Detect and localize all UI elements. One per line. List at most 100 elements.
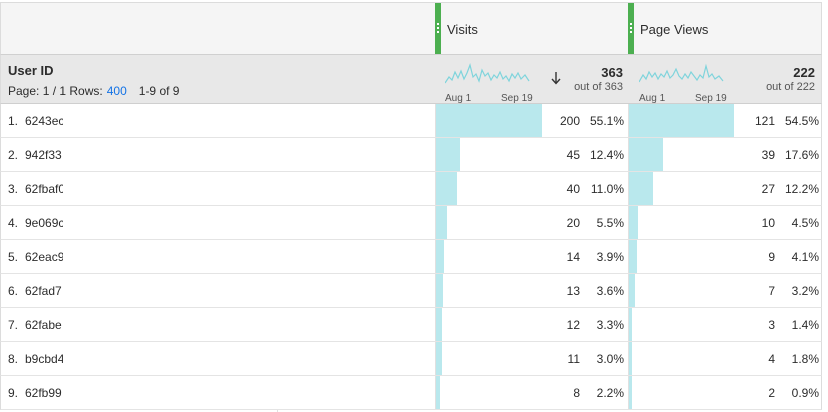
total-value: 222: [793, 65, 815, 80]
dimension-title[interactable]: User ID: [8, 63, 54, 78]
visits-cell[interactable]: 12 3.3%: [435, 308, 628, 341]
page-views-cell[interactable]: 10 4.5%: [628, 206, 823, 239]
visits-value: 200: [559, 114, 580, 128]
visits-bar: [436, 172, 457, 205]
redacted-area: [63, 376, 278, 409]
page-views-bar: [629, 376, 632, 409]
table-row[interactable]: 7. 62fabe 12 3.3% 3 1.4%: [0, 308, 822, 342]
table-row[interactable]: 5. 62eac9 14 3.9% 9 4.1%: [0, 240, 822, 274]
sort-descending-icon[interactable]: [550, 71, 562, 85]
table-row[interactable]: 8. b9cbd4 11 3.0% 4 1.8%: [0, 342, 822, 376]
page-views-percent: 17.6%: [784, 148, 819, 162]
visits-cell[interactable]: 45 12.4%: [435, 138, 628, 171]
user-id-value[interactable]: 62fabe: [25, 318, 62, 332]
page-views-bar: [629, 206, 638, 239]
table-row[interactable]: 3. 62fbaf0 40 11.0% 27 12.2%: [0, 172, 822, 206]
page-views-value: 2: [768, 386, 775, 400]
visits-bar: [436, 376, 440, 409]
visits-value: 40: [566, 182, 580, 196]
redacted-area: [63, 104, 278, 137]
page-views-cell[interactable]: 3 1.4%: [628, 308, 823, 341]
visits-bar: [436, 240, 444, 273]
user-id-value[interactable]: 9e069c: [25, 216, 63, 230]
page-views-bar: [629, 240, 637, 273]
row-index: 6.: [8, 284, 19, 298]
metric-header-visits[interactable]: Visits: [435, 3, 628, 55]
drag-handle-icon[interactable]: [435, 3, 441, 55]
total-out-of: out of 363: [574, 81, 623, 93]
visits-cell[interactable]: 200 55.1%: [435, 104, 628, 137]
user-id-value[interactable]: 62fbaf0: [25, 182, 63, 196]
metric-name: Visits: [447, 22, 478, 37]
row-index: 3.: [8, 182, 19, 196]
user-id-value[interactable]: 62fb99: [25, 386, 62, 400]
visits-value: 11: [567, 352, 580, 366]
row-index: 4.: [8, 216, 19, 230]
visits-percent: 12.4%: [589, 148, 624, 162]
drag-handle-icon[interactable]: [628, 3, 634, 55]
sparkline-start-label: Aug 1: [639, 93, 666, 104]
table-row[interactable]: 9. 62fb99 8 2.2% 2 0.9%: [0, 376, 822, 410]
page-views-cell[interactable]: 4 1.8%: [628, 342, 823, 375]
table-row[interactable]: 1. 6243ec 200 55.1% 121 54.5%: [0, 104, 822, 138]
row-index: 7.: [8, 318, 19, 332]
user-id-value[interactable]: 62eac9: [25, 250, 63, 264]
visits-cell[interactable]: 40 11.0%: [435, 172, 628, 205]
redacted-area: [63, 342, 278, 375]
sparkline-end-label: Sep 19: [501, 93, 533, 104]
page-views-cell[interactable]: 9 4.1%: [628, 240, 823, 273]
row-range: 1-9 of 9: [138, 84, 180, 98]
row-index: 2.: [8, 148, 19, 162]
page-views-percent: 3.2%: [791, 284, 819, 298]
page-views-value: 27: [761, 182, 775, 196]
page-views-value: 9: [768, 250, 775, 264]
page-views-percent: 1.8%: [791, 352, 819, 366]
page-views-cell[interactable]: 121 54.5%: [628, 104, 823, 137]
page-views-value: 4: [768, 352, 775, 366]
visits-cell[interactable]: 14 3.9%: [435, 240, 628, 273]
page-views-cell[interactable]: 39 17.6%: [628, 138, 823, 171]
page-views-value: 10: [761, 216, 775, 230]
page-views-percent: 12.2%: [784, 182, 819, 196]
table-row[interactable]: 4. 9e069c 20 5.5% 10 4.5%: [0, 206, 822, 240]
redacted-area: [63, 206, 278, 239]
visits-percent: 11.0%: [590, 182, 624, 196]
page-views-percent: 4.1%: [791, 250, 819, 264]
page-views-cell[interactable]: 27 12.2%: [628, 172, 823, 205]
user-id-value[interactable]: b9cbd4: [25, 352, 63, 366]
table-row[interactable]: 6. 62fad7 13 3.6% 7 3.2%: [0, 274, 822, 308]
rows-per-page-link[interactable]: 400: [106, 84, 127, 98]
visits-percent: 3.9%: [596, 250, 624, 264]
redacted-area: [63, 138, 278, 171]
user-id-value[interactable]: 6243ec: [25, 114, 63, 128]
row-index: 9.: [8, 386, 19, 400]
page-views-cell[interactable]: 2 0.9%: [628, 376, 823, 409]
visits-percent: 55.1%: [589, 114, 624, 128]
sparkline-end-label: Sep 19: [695, 93, 727, 104]
page-views-percent: 4.5%: [791, 216, 819, 230]
dimension-header-row: User ID Page: 1 / 1 Rows: 400 1-9 of 9 Aug…: [0, 54, 822, 104]
visits-cell[interactable]: 8 2.2%: [435, 376, 628, 409]
total-out-of: out of 222: [766, 81, 815, 93]
visits-value: 8: [573, 386, 580, 400]
visits-bar: [436, 138, 460, 171]
user-id-value[interactable]: 942f33: [25, 148, 62, 162]
page-views-percent: 0.9%: [791, 386, 819, 400]
row-index: 5.: [8, 250, 19, 264]
rows-label: Rows:: [69, 84, 103, 98]
page-views-cell[interactable]: 7 3.2%: [628, 274, 823, 307]
page-views-sparkline: Aug 1 Sep 19: [638, 63, 727, 104]
visits-cell[interactable]: 13 3.6%: [435, 274, 628, 307]
visits-bar: [436, 104, 542, 137]
sparkline-start-label: Aug 1: [445, 93, 472, 104]
metric-header-page-views[interactable]: Page Views: [628, 3, 823, 55]
visits-cell[interactable]: 11 3.0%: [435, 342, 628, 375]
visits-percent: 3.0%: [596, 352, 624, 366]
user-id-value[interactable]: 62fad7: [25, 284, 62, 298]
visits-cell[interactable]: 20 5.5%: [435, 206, 628, 239]
page-views-bar: [629, 274, 635, 307]
visits-percent: 5.5%: [596, 216, 624, 230]
visits-value: 12: [566, 318, 580, 332]
visits-bar: [436, 274, 443, 307]
table-row[interactable]: 2. 942f33 45 12.4% 39 17.6%: [0, 138, 822, 172]
